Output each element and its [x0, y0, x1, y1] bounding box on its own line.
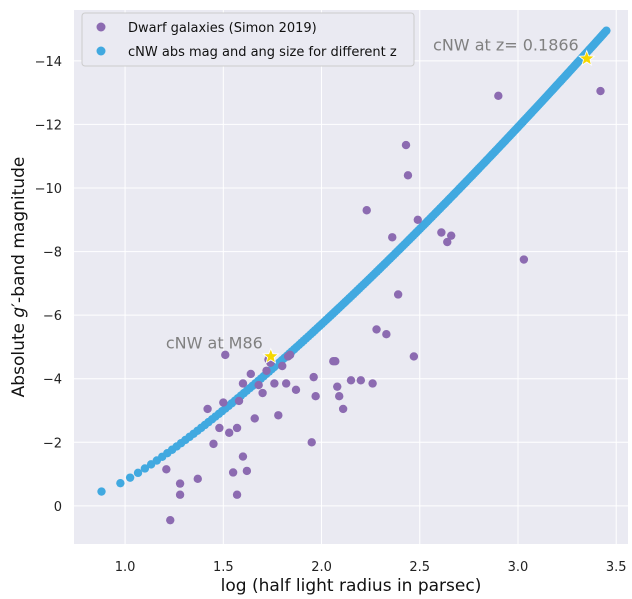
- dwarf-point: [382, 330, 391, 339]
- y-tick-label: −10: [35, 182, 62, 197]
- dwarf-point: [258, 388, 267, 398]
- y-tick-label: −6: [43, 309, 62, 324]
- dwarf-point: [274, 411, 283, 420]
- dwarf-point: [228, 468, 238, 477]
- dwarf-point: [346, 376, 356, 385]
- dwarf-point: [388, 233, 397, 242]
- dwarf-point: [193, 474, 202, 484]
- dwarf-point: [285, 350, 295, 360]
- legend: Dwarf galaxies (Simon 2019) cNW abs mag …: [81, 12, 415, 67]
- dwarf-point: [494, 91, 503, 101]
- legend-marker-cnw: [96, 46, 106, 56]
- dwarf-point: [175, 479, 185, 488]
- cnw-point: [602, 26, 611, 35]
- y-tick-label: 0: [54, 500, 62, 515]
- dwarf-point: [372, 325, 381, 334]
- y-tick-label: −4: [43, 373, 62, 388]
- dwarf-point: [338, 404, 348, 414]
- dwarf-point: [401, 140, 411, 150]
- x-axis-label: log (half light radius in parsec): [221, 576, 482, 596]
- dwarf-point: [215, 423, 224, 433]
- annotation-m86: cNW at M86: [166, 333, 263, 352]
- legend-entry-dwarf: Dwarf galaxies (Simon 2019): [128, 21, 317, 36]
- star-markers: [262, 49, 596, 364]
- annotation-z: cNW at z= 0.1866: [433, 36, 579, 55]
- dwarf-point: [270, 379, 279, 388]
- y-tick-labels: 0 −2 −4 −6 −8 −10 −12 −14: [35, 55, 62, 515]
- cnw-point: [133, 468, 143, 478]
- dwarf-point: [221, 350, 230, 360]
- dwarf-point: [242, 466, 252, 476]
- y-label-part: -band magnitude: [9, 157, 29, 303]
- dwarf-point: [166, 515, 175, 525]
- dwarf-point: [393, 290, 403, 299]
- dwarf-point: [356, 376, 366, 385]
- y-label-part: Absolute: [9, 318, 29, 398]
- dwarf-point: [596, 86, 605, 96]
- dwarf-point: [238, 379, 248, 388]
- dwarf-point: [175, 490, 185, 499]
- x-tick-label: 2.0: [311, 560, 332, 575]
- cnw-point: [140, 464, 150, 473]
- dwarf-point: [335, 391, 344, 401]
- x-tick-label: 2.5: [409, 560, 430, 575]
- cnw-point: [125, 473, 135, 482]
- y-label-prime: ′: [9, 303, 29, 307]
- y-axis-label: Absolute g′-band magnitude: [9, 157, 29, 398]
- dwarf-point: [309, 372, 318, 382]
- dwarf-point: [403, 171, 413, 180]
- dwarf-point: [307, 438, 316, 447]
- dwarf-point: [234, 396, 244, 406]
- star-marker: [578, 49, 596, 67]
- y-tick-label: −14: [35, 55, 62, 70]
- x-tick-label: 1.0: [115, 560, 136, 575]
- cnw-series: [97, 26, 611, 496]
- x-tick-label: 3.5: [606, 560, 627, 575]
- x-tick-labels: 1.0 1.5 2.0 2.5 3.0 3.5: [115, 560, 627, 575]
- dwarf-point: [238, 452, 248, 461]
- dwarf-point: [250, 414, 259, 423]
- dwarf-point: [262, 366, 271, 375]
- dwarf-point: [413, 215, 422, 224]
- dwarf-point: [519, 255, 529, 264]
- y-tick-label: −2: [43, 436, 62, 451]
- dwarf-point: [311, 391, 320, 401]
- dwarf-point: [409, 352, 419, 361]
- dwarf-point: [329, 357, 338, 366]
- dwarf-point: [443, 237, 452, 247]
- dwarf-point: [219, 398, 228, 407]
- dwarf-point: [368, 379, 377, 388]
- dwarf-point: [209, 439, 218, 449]
- legend-entry-cnw: cNW abs mag and ang size for different z: [128, 45, 397, 60]
- dwarf-series: [162, 86, 605, 525]
- x-tick-label: 1.5: [213, 560, 234, 575]
- dwarf-point: [254, 380, 263, 390]
- cnw-point: [97, 487, 106, 496]
- dwarf-point: [232, 490, 242, 499]
- dwarf-point: [224, 428, 234, 437]
- dwarf-point: [246, 369, 256, 379]
- legend-marker-dwarf: [96, 22, 106, 32]
- cnw-point: [116, 478, 125, 488]
- dwarf-point: [232, 423, 242, 433]
- y-tick-label: −12: [35, 118, 62, 133]
- dwarf-point: [203, 404, 212, 414]
- dwarf-point: [281, 379, 291, 388]
- legend-box: [81, 12, 415, 67]
- dwarf-point: [162, 465, 171, 474]
- dwarf-point: [362, 206, 371, 215]
- dwarf-point: [291, 385, 301, 395]
- dwarf-point: [437, 228, 446, 237]
- y-tick-label: −8: [43, 246, 62, 261]
- x-tick-label: 3.0: [508, 560, 529, 575]
- star-marker: [262, 347, 280, 364]
- y-label-g: g: [9, 307, 29, 318]
- dwarf-point: [333, 382, 342, 391]
- dwarf-point: [278, 361, 287, 371]
- dwarf-point: [446, 231, 456, 240]
